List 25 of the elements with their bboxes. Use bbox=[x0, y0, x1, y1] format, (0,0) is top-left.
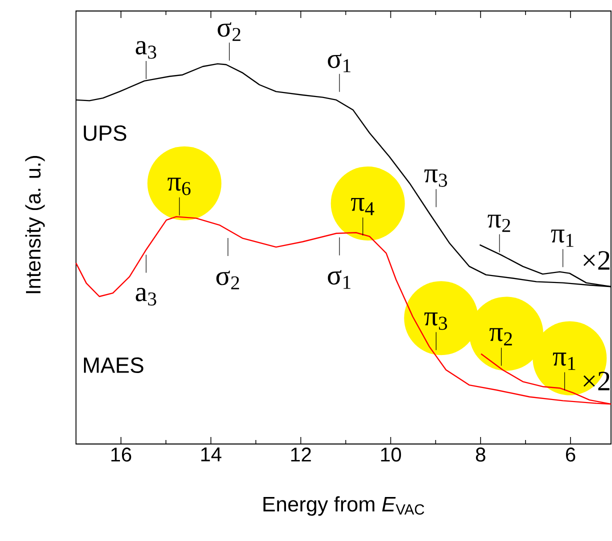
x-tick-label: 12 bbox=[291, 448, 311, 462]
annotation: ×2 bbox=[584, 251, 610, 270]
text: MAES bbox=[84, 357, 144, 373]
annotation: a$_{3}$ bbox=[136, 288, 156, 306]
y-axis-title: Intensity (a. u.) bbox=[25, 156, 45, 294]
annotation: π$_{2}$ bbox=[490, 328, 512, 346]
x-tick-label: 6 bbox=[566, 448, 576, 462]
annotation: π$_{2}$ bbox=[488, 214, 510, 232]
x-axis-title: Energy from E$_{VAC}$ bbox=[264, 496, 424, 516]
annotation: π$_{3}$ bbox=[424, 312, 448, 330]
annotation: π$_{3}$ bbox=[424, 169, 448, 187]
annotation: σ$_{1}$ bbox=[328, 270, 350, 289]
series-label: UPS bbox=[84, 125, 126, 141]
annotation: a$_{3}$ bbox=[136, 41, 156, 59]
annotation: σ$_{1}$ bbox=[328, 54, 350, 72]
annotation: π$_{1}$ bbox=[551, 230, 574, 247]
annotation: π$_{1}$ bbox=[552, 352, 576, 370]
annotation: π$_{4}$ bbox=[351, 198, 374, 216]
x-tick-label: 8 bbox=[476, 448, 486, 462]
annotation: σ$_{2}$ bbox=[216, 270, 240, 290]
annotation: σ$_{2}$ bbox=[218, 22, 240, 41]
annotation: π$_{6}$ bbox=[168, 178, 190, 196]
x-tick-label: 16 bbox=[111, 448, 132, 462]
x-tick-label: 14 bbox=[201, 448, 222, 462]
x-tick-label: 10 bbox=[381, 448, 401, 462]
